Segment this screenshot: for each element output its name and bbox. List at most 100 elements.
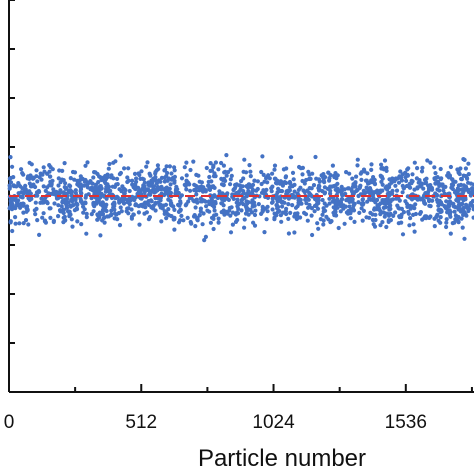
- scatter-point: [241, 176, 246, 181]
- scatter-point: [250, 191, 255, 196]
- scatter-point: [295, 191, 300, 196]
- scatter-point: [149, 183, 154, 188]
- scatter-point: [333, 209, 338, 214]
- scatter-point: [85, 160, 90, 165]
- scatter-point: [315, 221, 320, 226]
- scatter-point: [149, 199, 154, 204]
- scatter-point: [75, 202, 80, 208]
- scatter-point: [106, 166, 111, 171]
- scatter-point: [20, 186, 25, 191]
- scatter-point: [103, 181, 108, 186]
- scatter-point: [446, 203, 451, 209]
- scatter-point: [266, 173, 271, 178]
- scatter-point: [260, 207, 265, 212]
- scatter-point: [326, 217, 331, 222]
- scatter-point: [456, 202, 462, 207]
- scatter-point: [193, 224, 198, 229]
- scatter-point: [293, 213, 298, 219]
- scatter-point: [433, 171, 438, 176]
- scatter-point: [466, 161, 471, 166]
- scatter-point: [414, 176, 419, 181]
- scatter-point: [444, 224, 449, 230]
- scatter-point: [51, 187, 56, 192]
- scatter-point: [265, 209, 270, 214]
- scatter-point: [452, 190, 458, 195]
- scatter-point: [304, 201, 309, 206]
- scatter-point: [89, 212, 94, 217]
- scatter-point: [132, 171, 138, 176]
- scatter-point: [102, 220, 107, 225]
- scatter-point: [129, 207, 134, 212]
- scatter-point: [459, 176, 464, 182]
- scatter-point: [329, 219, 334, 224]
- scatter-point: [8, 175, 13, 181]
- scatter-point: [281, 210, 286, 215]
- scatter-point: [41, 165, 46, 170]
- scatter-point: [196, 173, 201, 178]
- scatter-point: [423, 180, 429, 185]
- scatter-point: [434, 197, 440, 202]
- scatter-point: [60, 168, 65, 173]
- scatter-point: [365, 199, 370, 204]
- scatter-point: [471, 207, 474, 212]
- scatter-point: [403, 199, 408, 204]
- scatter-point: [317, 184, 322, 189]
- scatter-point: [188, 167, 193, 173]
- scatter-point: [434, 192, 439, 197]
- scatter-point: [192, 182, 197, 187]
- scatter-point: [424, 176, 429, 181]
- scatter-point: [453, 213, 458, 218]
- scatter-point: [34, 168, 39, 173]
- scatter-point: [379, 162, 384, 167]
- scatter-point: [138, 188, 143, 193]
- scatter-point: [221, 182, 226, 187]
- scatter-point: [450, 186, 455, 192]
- scatter-point: [255, 186, 260, 192]
- scatter-point: [35, 179, 40, 184]
- scatter-point: [381, 201, 386, 206]
- scatter-point: [438, 215, 443, 220]
- scatter-point: [94, 201, 99, 206]
- scatter-point: [394, 188, 400, 193]
- scatter-point: [382, 158, 388, 163]
- scatter-point: [168, 182, 173, 187]
- scatter-point: [207, 174, 212, 180]
- scatter-point: [290, 184, 295, 189]
- scatter-point: [201, 185, 206, 190]
- scatter-point: [281, 167, 286, 172]
- scatter-point: [69, 217, 74, 222]
- scatter-point: [399, 206, 404, 211]
- scatter-point: [179, 213, 184, 218]
- scatter-point: [292, 189, 297, 194]
- scatter-point: [50, 178, 55, 183]
- scatter-point: [252, 223, 258, 228]
- scatter-point: [454, 198, 459, 203]
- scatter-point: [347, 171, 352, 176]
- scatter-point: [193, 205, 198, 210]
- scatter-point: [233, 184, 238, 189]
- scatter-point: [75, 219, 80, 224]
- scatter-point: [447, 199, 452, 204]
- scatter-point: [19, 167, 24, 172]
- scatter-point: [242, 217, 247, 222]
- scatter-point: [154, 181, 159, 186]
- scatter-point: [269, 189, 274, 194]
- scatter-point: [194, 188, 199, 193]
- scatter-point: [125, 179, 130, 185]
- scatter-point: [276, 204, 281, 210]
- scatter-point: [462, 157, 467, 162]
- scatter-point: [309, 206, 314, 211]
- scatter-point: [83, 201, 88, 206]
- scatter-point: [296, 187, 301, 192]
- scatter-point: [270, 196, 275, 201]
- scatter-point: [360, 218, 365, 223]
- scatter-point: [223, 210, 228, 216]
- scatter-point: [447, 212, 452, 217]
- scatter-point: [359, 206, 364, 211]
- scatter-point: [412, 187, 417, 192]
- scatter-point: [138, 191, 144, 196]
- scatter-point: [192, 213, 197, 218]
- scatter-point: [408, 185, 413, 190]
- scatter-point: [78, 196, 83, 201]
- scatter-point: [156, 166, 161, 172]
